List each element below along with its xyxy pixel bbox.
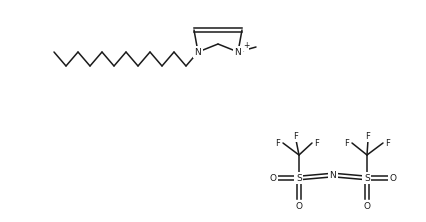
Text: F: F <box>345 139 349 147</box>
Text: N: N <box>330 170 337 180</box>
Text: O: O <box>389 174 397 182</box>
Text: S: S <box>364 174 370 182</box>
Text: S: S <box>296 174 302 182</box>
Text: F: F <box>366 131 371 141</box>
Text: N: N <box>195 48 201 57</box>
Text: O: O <box>296 202 302 210</box>
Text: O: O <box>270 174 276 182</box>
Text: O: O <box>363 202 371 210</box>
Text: F: F <box>294 131 299 141</box>
Text: +: + <box>243 42 249 50</box>
Text: F: F <box>386 139 391 147</box>
Text: F: F <box>276 139 280 147</box>
Text: N: N <box>235 48 242 57</box>
Text: F: F <box>314 139 320 147</box>
